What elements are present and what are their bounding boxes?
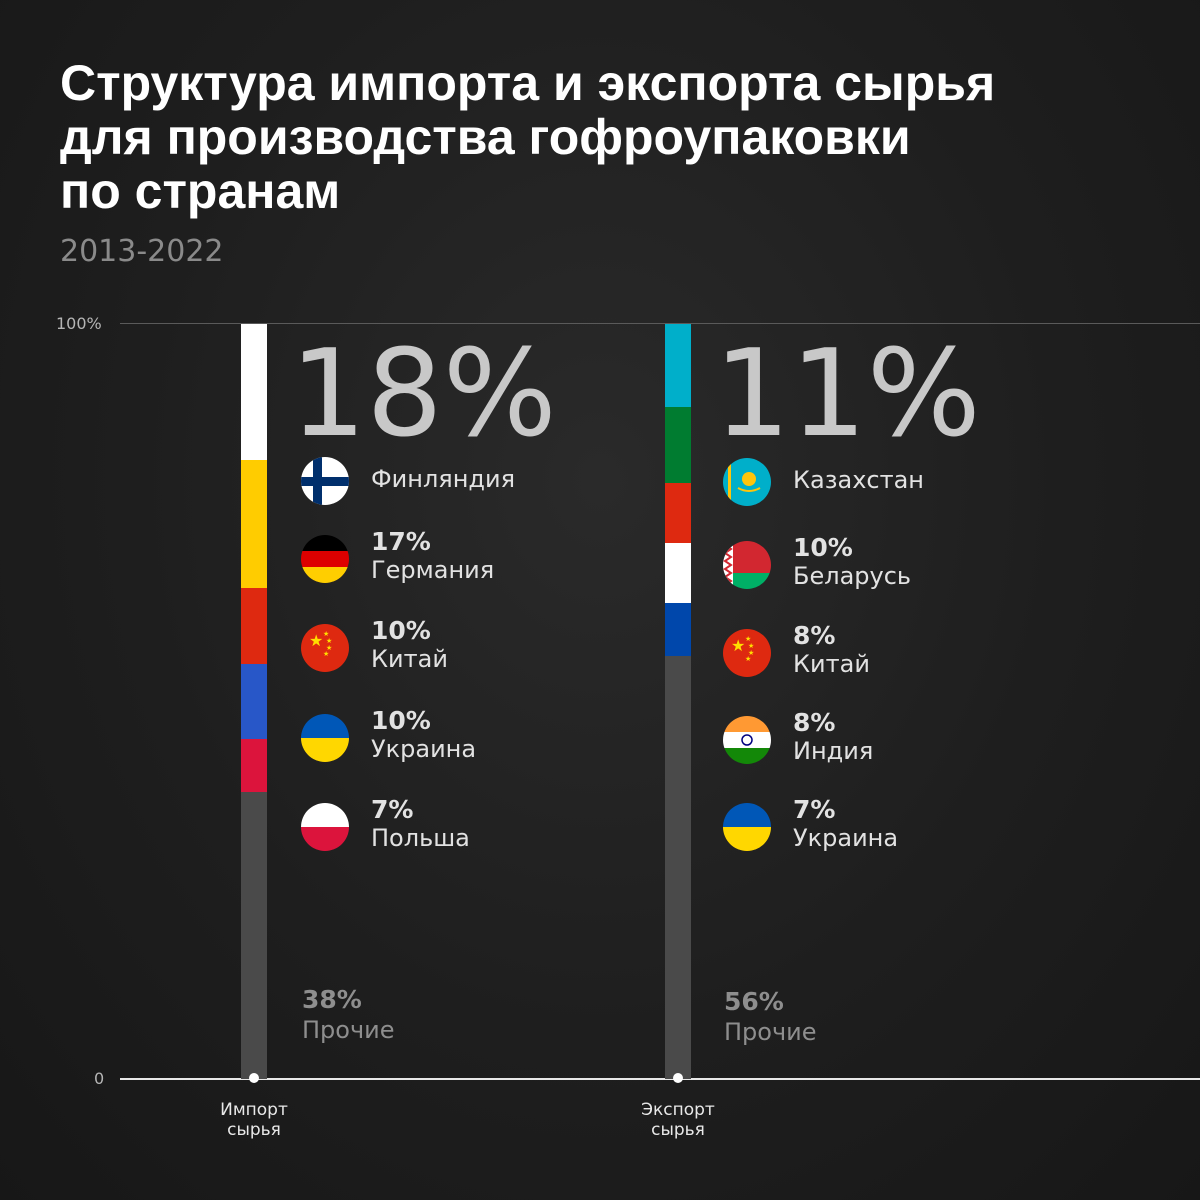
bar-segment-import-4 <box>241 739 267 793</box>
bar-segment-export-1 <box>665 407 691 483</box>
legend-label-finland: Финляндия <box>371 465 516 493</box>
export-category-line-1: Экспорт <box>641 1100 715 1120</box>
china-flag-icon: ★ ★ ★ ★ ★ <box>723 629 771 677</box>
import-highlight-pct: 18% <box>290 325 557 464</box>
legend-label-china-export: Китай <box>793 650 870 678</box>
legend-label-china: Китай <box>371 645 448 673</box>
poland-flag-icon <box>301 803 349 851</box>
legend-label-germany: Германия <box>371 556 495 584</box>
import-axis-dot <box>249 1073 259 1083</box>
legend-label-ukraine-export: Украина <box>793 824 899 852</box>
legend-pct-belarus: 10% <box>793 533 853 562</box>
legend-item-india: 8% Индия <box>723 708 1023 776</box>
export-category-label: Экспорт сырья <box>598 1100 758 1140</box>
svg-text:★: ★ <box>745 635 751 643</box>
legend-label-belarus: Беларусь <box>793 562 912 590</box>
export-axis-dot <box>673 1073 683 1083</box>
bar-segment-export-5 <box>665 656 691 1079</box>
legend-pct-germany: 17% <box>371 527 431 556</box>
legend-pct-india: 8% <box>793 708 836 737</box>
legend-label-kazakhstan: Казахстан <box>793 466 924 494</box>
bar-segment-export-4 <box>665 603 691 657</box>
chart-title: Структура импорта и экспорта сырья для п… <box>60 56 1060 218</box>
import-category-label: Импорт сырья <box>174 1100 334 1140</box>
legend-item-ukraine: 10% Украина <box>301 706 601 774</box>
legend-item-china-export: ★ ★ ★ ★ ★ 8% Китай <box>723 621 1023 689</box>
legend-item-belarus: 10% Беларусь <box>723 533 1023 601</box>
import-category-line-1: Импорт <box>220 1100 288 1120</box>
legend-pct-china-export: 8% <box>793 621 836 650</box>
bar-segment-export-0 <box>665 324 691 408</box>
legend-item-poland: 7% Польша <box>301 795 601 863</box>
svg-text:★: ★ <box>745 655 751 663</box>
y-tick-100: 100% <box>56 314 102 333</box>
bar-segment-import-3 <box>241 663 267 740</box>
china-flag-icon: ★ ★ ★ ★ ★ <box>301 624 349 672</box>
export-others-label: Прочие <box>724 1018 817 1046</box>
import-others-label: Прочие <box>302 1016 395 1044</box>
svg-text:★: ★ <box>748 642 754 650</box>
ukraine-flag-icon <box>723 803 771 851</box>
svg-text:★: ★ <box>323 630 329 638</box>
svg-text:★: ★ <box>748 649 754 657</box>
export-highlight-pct: 11% <box>714 325 981 464</box>
belarus-flag-icon <box>723 541 771 589</box>
india-flag-icon <box>723 716 771 764</box>
legend-label-poland: Польша <box>371 824 470 852</box>
legend-item-germany: 17% Германия <box>301 527 601 595</box>
title-line-1: Структура импорта и экспорта сырья <box>60 55 996 111</box>
legend-pct-poland: 7% <box>371 795 414 824</box>
svg-text:★: ★ <box>326 637 332 645</box>
bar-segment-import-0 <box>241 324 267 460</box>
legend-item-finland: Финляндия <box>301 457 601 517</box>
bar-segment-import-1 <box>241 459 267 589</box>
svg-text:★: ★ <box>326 644 332 652</box>
legend-label-ukraine: Украина <box>371 735 477 763</box>
germany-flag-icon <box>301 535 349 583</box>
title-line-2: для производства гофроупаковки <box>60 109 911 165</box>
import-others-pct: 38% <box>302 985 362 1014</box>
svg-text:★: ★ <box>731 636 745 655</box>
import-category-line-2: сырья <box>227 1120 281 1140</box>
legend-item-china: ★ ★ ★ ★ ★ 10% Китай <box>301 616 601 684</box>
legend-label-india: Индия <box>793 737 874 765</box>
export-stacked-bar <box>665 324 691 1079</box>
x-axis-baseline <box>120 1078 1200 1080</box>
legend-item-ukraine-export: 7% Украина <box>723 795 1023 863</box>
gridline-100 <box>120 323 1200 324</box>
svg-text:★: ★ <box>309 631 323 650</box>
legend-item-kazakhstan: Казахстан <box>723 458 1023 518</box>
bar-segment-export-2 <box>665 482 691 543</box>
bar-segment-import-5 <box>241 792 267 1079</box>
legend-pct-china: 10% <box>371 616 431 645</box>
legend-pct-ukraine: 10% <box>371 706 431 735</box>
svg-text:★: ★ <box>323 650 329 658</box>
legend-pct-ukraine-export: 7% <box>793 795 836 824</box>
export-others-pct: 56% <box>724 987 784 1016</box>
chart-subtitle: 2013-2022 <box>60 234 224 269</box>
y-tick-0: 0 <box>94 1069 105 1088</box>
title-line-3: по странам <box>60 163 341 219</box>
bar-segment-export-3 <box>665 542 691 604</box>
bar-segment-import-2 <box>241 588 267 664</box>
finland-flag-icon <box>301 457 349 505</box>
export-category-line-2: сырья <box>651 1120 705 1140</box>
import-stacked-bar <box>241 324 267 1079</box>
kazakhstan-flag-icon <box>723 458 771 506</box>
ukraine-flag-icon <box>301 714 349 762</box>
